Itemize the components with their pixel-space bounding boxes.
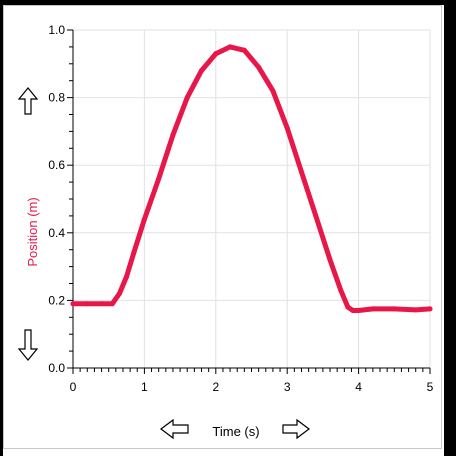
data-point	[84, 301, 90, 307]
data-point	[345, 304, 351, 310]
x-scroll-right-arrow[interactable]	[282, 418, 310, 440]
down-arrow-icon	[17, 329, 39, 361]
y-scroll-down-arrow[interactable]	[17, 329, 39, 361]
data-point	[370, 306, 376, 312]
data-point	[356, 308, 362, 314]
y-tick-label: 1.0	[48, 23, 65, 37]
data-point	[298, 169, 304, 175]
data-point	[350, 308, 356, 314]
data-point	[338, 287, 344, 293]
window-left-border	[0, 0, 3, 456]
left-arrow-icon	[160, 418, 189, 440]
data-point	[116, 291, 122, 297]
x-tick-label: 4	[355, 380, 362, 394]
chart-axes	[72, 30, 430, 369]
series-line	[70, 44, 433, 313]
y-tick-labels: 0.0 0.2 0.4 0.6 0.8 1.0	[48, 23, 65, 375]
data-point	[270, 88, 276, 94]
y-tick-label: 0.4	[48, 226, 65, 240]
data-point	[70, 301, 76, 307]
data-point	[213, 51, 219, 57]
x-tick-label: 2	[212, 380, 219, 394]
data-point	[131, 250, 137, 256]
up-arrow-icon	[17, 87, 39, 115]
data-point	[124, 274, 130, 280]
y-tick-label: 0.8	[48, 91, 65, 105]
data-point	[170, 132, 176, 138]
x-tick-label: 5	[427, 380, 434, 394]
data-point	[284, 125, 290, 131]
data-point	[227, 44, 233, 50]
right-arrow-icon	[282, 418, 310, 440]
data-point	[199, 68, 205, 74]
data-series	[70, 44, 433, 314]
data-point	[99, 301, 105, 307]
data-point	[156, 176, 162, 182]
data-point	[427, 306, 433, 312]
y-tick-label: 0.6	[48, 158, 65, 172]
y-axis-title[interactable]: Position (m)	[25, 197, 40, 266]
x-axis-title[interactable]: Time (s)	[212, 424, 259, 439]
data-point	[313, 213, 319, 219]
y-tick-label: 0.0	[48, 361, 65, 375]
data-point	[391, 306, 397, 312]
data-point	[256, 64, 262, 70]
data-point	[413, 307, 419, 313]
x-tick-label: 3	[284, 380, 291, 394]
x-tick-labels: 0 1 2 3 4 5	[70, 380, 434, 394]
x-tick-label: 0	[70, 380, 77, 394]
window-top-border	[0, 0, 456, 5]
data-point	[241, 47, 247, 53]
y-tick-label: 0.2	[48, 293, 65, 307]
graph-panel	[3, 5, 442, 449]
data-point	[184, 95, 190, 101]
data-point	[141, 216, 147, 222]
data-point	[109, 301, 115, 307]
y-scroll-up-arrow[interactable]	[17, 87, 39, 115]
tick-marks	[67, 29, 431, 374]
x-tick-label: 1	[141, 380, 148, 394]
data-point	[327, 257, 333, 263]
window-right-border	[444, 0, 456, 456]
grid-lines	[73, 29, 431, 368]
x-scroll-left-arrow[interactable]	[160, 418, 189, 440]
